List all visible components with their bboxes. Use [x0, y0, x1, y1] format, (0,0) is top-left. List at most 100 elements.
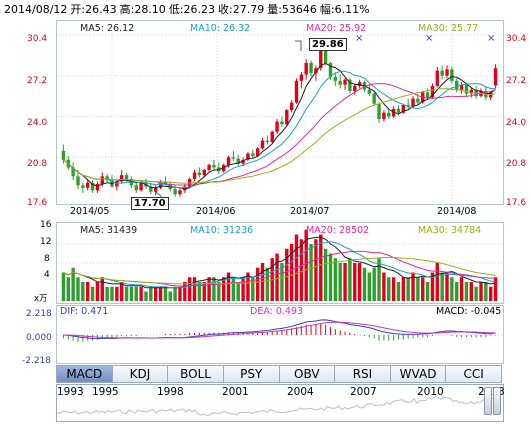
price-candle [445, 69, 449, 76]
timeline-year-2007: 2007 [350, 386, 377, 398]
volume-ma5-legend: MA5: 31439 [80, 225, 138, 236]
volume-bar [153, 286, 158, 301]
cross-marker-icon: × [487, 33, 495, 44]
price-ma10-line [63, 70, 496, 189]
price-candle [275, 121, 279, 132]
price-candle [158, 181, 163, 188]
price-candle [86, 182, 90, 188]
volume-bar [236, 282, 240, 301]
price-candle [207, 164, 211, 170]
tab-macd[interactable]: MACD [56, 365, 113, 383]
quote-low: 低:26.23 [168, 3, 216, 16]
price-candle [459, 84, 464, 90]
volume-bar [119, 282, 124, 301]
volume-bar [484, 282, 488, 301]
price-candle [61, 150, 66, 160]
timeline-year-1995: 1995 [92, 386, 119, 398]
price-candle [469, 89, 473, 94]
price-candle [411, 98, 415, 107]
price-candle [115, 181, 119, 187]
volume-bar [353, 263, 357, 301]
price-candle [192, 172, 197, 179]
volume-bar [86, 282, 90, 301]
volume-bar [382, 272, 386, 301]
volume-ylabel-0: 16 [40, 220, 52, 230]
macd-dea-line [63, 321, 496, 339]
price-candle [178, 190, 182, 195]
volume-bar [464, 282, 469, 301]
high-marker-leader [295, 40, 302, 51]
volume-bar [71, 267, 75, 301]
volume-bar [202, 282, 206, 301]
volume-bar [309, 244, 313, 301]
price-candle [440, 70, 444, 76]
price-ylabel-left-0: 30.4 [27, 34, 48, 44]
volume-bar [217, 282, 221, 301]
price-candle [319, 49, 323, 69]
price-panel[interactable] [56, 20, 504, 205]
price-candle [382, 112, 386, 120]
tab-obv[interactable]: OBV [279, 365, 336, 383]
timeline-overview-chart [57, 396, 502, 417]
cross-marker-icon: × [425, 33, 433, 44]
price-candle [139, 182, 143, 191]
volume-bar [333, 258, 338, 301]
volume-bar [144, 291, 148, 301]
volume-bar [421, 277, 425, 301]
volume-bar [168, 291, 172, 301]
tab-wvad[interactable]: WVAD [390, 365, 447, 383]
volume-bar [474, 286, 478, 301]
quote-volume: 量:53646 [267, 3, 317, 16]
price-candle [246, 153, 250, 160]
volume-ma10-legend: MA10: 31236 [190, 225, 254, 236]
price-candle [124, 175, 129, 179]
volume-chart [57, 229, 502, 301]
price-candle [435, 70, 440, 86]
price-candle [105, 176, 109, 181]
price-candle [251, 153, 255, 156]
volume-bar [411, 272, 415, 301]
tab-boll[interactable]: BOLL [168, 365, 224, 383]
tab-cci[interactable]: CCI [446, 365, 502, 383]
volume-bar [367, 272, 372, 301]
price-xlabel-1: 2014/06 [196, 206, 236, 217]
volume-ylabel-1: 12 [40, 237, 52, 247]
timeline-navigator[interactable] [56, 384, 504, 422]
price-candle [416, 98, 420, 103]
volume-bar [134, 286, 138, 301]
tab-kdj[interactable]: KDJ [112, 365, 169, 383]
price-candle [100, 176, 104, 184]
price-candle [173, 189, 177, 195]
volume-bar [158, 286, 163, 301]
timeline-left-handle[interactable] [484, 387, 492, 415]
macd-chart [57, 319, 502, 342]
timeline-overview-line [57, 396, 502, 417]
timeline-year-2010: 2010 [417, 386, 444, 398]
volume-bar [173, 286, 177, 301]
price-ylabel-left-3: 20.8 [27, 159, 48, 169]
volume-bar [357, 263, 362, 301]
volume-bar [255, 267, 260, 301]
volume-bar [187, 277, 192, 301]
price-candle [299, 74, 304, 81]
price-ylabel-left-2: 24.0 [27, 118, 48, 128]
volume-bar [493, 277, 498, 301]
volume-bar [396, 282, 401, 301]
volume-bar [246, 272, 250, 301]
price-candle [76, 176, 80, 186]
volume-bar [299, 239, 304, 301]
volume-bar [100, 277, 104, 301]
volume-bar [105, 286, 109, 301]
quote-open: 开:26.43 [70, 3, 117, 16]
volume-bar [192, 277, 197, 301]
volume-bar [328, 253, 333, 301]
price-candle [241, 159, 245, 164]
price-candle [95, 183, 100, 191]
volume-bar [304, 229, 308, 301]
timeline-right-handle[interactable] [493, 387, 501, 415]
volume-bar [221, 277, 226, 301]
tab-rsi[interactable]: RSI [335, 365, 391, 383]
tab-psy[interactable]: PSY [223, 365, 280, 383]
price-candle [401, 105, 406, 113]
volume-bar [207, 277, 211, 301]
